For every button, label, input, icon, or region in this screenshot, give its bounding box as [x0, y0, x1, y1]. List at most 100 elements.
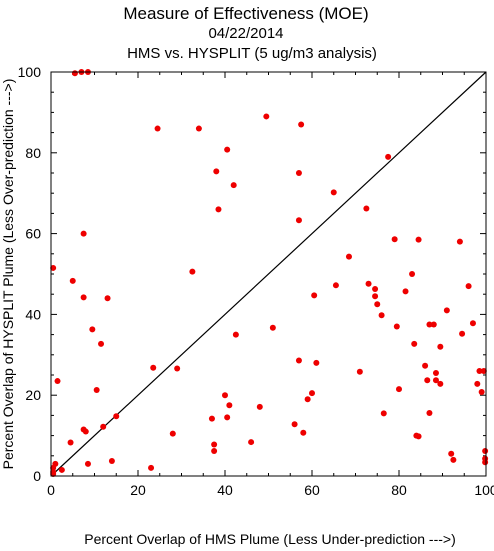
data-point [402, 288, 409, 295]
data-point [443, 307, 450, 314]
data-point [113, 413, 120, 420]
data-point [215, 206, 222, 213]
data-point [459, 330, 466, 337]
data-point [174, 365, 181, 372]
data-point [108, 458, 115, 465]
data-point [432, 377, 439, 384]
data-point [71, 70, 78, 77]
data-point [424, 377, 431, 384]
y-axis-label: Percent Overlap of HYSPLIT Plume (Less O… [0, 79, 16, 470]
data-point [256, 403, 263, 410]
data-point [430, 321, 437, 328]
data-point [50, 264, 57, 271]
data-point [478, 388, 485, 395]
plot-frame [50, 71, 487, 477]
data-point [93, 386, 100, 393]
data-point [295, 357, 302, 364]
data-point [98, 340, 105, 347]
data-point [298, 121, 305, 128]
x-tick-label: 60 [304, 482, 320, 498]
data-point [80, 230, 87, 237]
data-point [304, 396, 311, 403]
data-point [230, 182, 237, 189]
x-tick-label: 100 [474, 482, 494, 498]
data-point [311, 292, 318, 299]
data-point [345, 253, 352, 260]
data-point [232, 331, 239, 338]
data-point [426, 409, 433, 416]
data-point [295, 217, 302, 224]
data-point [465, 283, 472, 290]
data-point [67, 439, 74, 446]
data-point [469, 320, 476, 327]
chart-date: 04/22/2014 [208, 25, 283, 42]
data-point [148, 464, 155, 471]
data-point [226, 402, 233, 409]
data-point [80, 294, 87, 301]
data-point [415, 433, 422, 440]
data-point [372, 285, 379, 292]
data-point [224, 414, 231, 421]
data-point [100, 423, 107, 430]
x-axis-label: Percent Overlap of HMS Plume (Less Under… [84, 531, 456, 547]
data-point [432, 369, 439, 376]
data-point [365, 280, 372, 287]
y-tick-label: 20 [25, 387, 41, 403]
y-tick-label: 0 [33, 468, 41, 484]
data-point [482, 459, 489, 466]
data-point [411, 340, 418, 347]
data-point [104, 295, 111, 302]
data-point [269, 324, 276, 331]
data-point [189, 268, 196, 275]
data-point [154, 125, 161, 132]
data-point [474, 380, 481, 387]
data-point [374, 301, 381, 308]
data-point [380, 410, 387, 417]
data-point [313, 359, 320, 366]
data-point [211, 447, 218, 454]
one-to-one-line [50, 71, 487, 477]
data-point [309, 390, 315, 397]
data-point [426, 321, 433, 328]
y-tick-label: 60 [25, 226, 41, 242]
data-point [372, 293, 379, 300]
data-point [89, 326, 96, 333]
data-point [195, 125, 202, 132]
data-point [356, 368, 363, 375]
data-point [450, 456, 457, 463]
data-point [332, 282, 339, 289]
data-point [150, 364, 157, 371]
data-point [82, 428, 89, 435]
data-point [415, 236, 422, 243]
reference-line-layer [50, 71, 487, 477]
y-tick-label: 80 [25, 145, 41, 161]
data-point [448, 450, 455, 457]
data-point [213, 168, 220, 175]
data-point [330, 189, 337, 196]
chart-title: Measure of Effectiveness (MOE) [123, 4, 368, 23]
data-point [52, 460, 59, 467]
data-point [437, 343, 444, 350]
data-point [58, 466, 65, 473]
data-point [482, 447, 489, 454]
data-point [363, 205, 370, 212]
chart-subtitle: HMS vs. HYSPLIT (5 ug/m3 analysis) [127, 45, 377, 62]
data-point [378, 312, 385, 319]
x-tick-label: 40 [217, 482, 233, 498]
data-point [476, 367, 483, 374]
data-point [396, 386, 402, 393]
data-point [393, 323, 400, 330]
data-point [391, 236, 398, 243]
axis-ticks: 0 20 40 60 80 100 0 20 40 60 80 100 [18, 64, 494, 498]
data-point [409, 271, 416, 277]
data-point [291, 421, 298, 428]
data-point [385, 153, 392, 160]
data-points [50, 69, 489, 477]
data-point [300, 429, 307, 436]
data-point [456, 238, 463, 245]
data-point [224, 146, 231, 153]
data-point [263, 113, 270, 120]
data-point [248, 439, 255, 446]
x-tick-label: 20 [130, 482, 146, 498]
data-point [208, 415, 215, 422]
